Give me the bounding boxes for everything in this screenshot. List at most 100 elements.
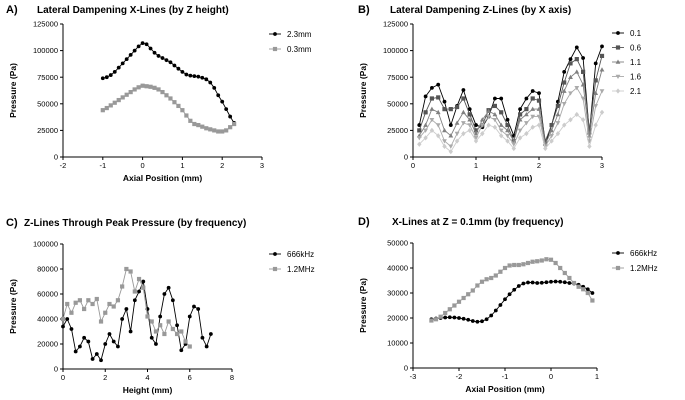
data-point — [549, 133, 554, 139]
data-point — [455, 104, 460, 110]
x-tick-label: 2 — [537, 161, 541, 170]
data-point — [581, 287, 586, 292]
data-point — [544, 257, 549, 262]
data-point — [567, 281, 572, 285]
data-point — [524, 121, 529, 126]
data-point — [136, 276, 142, 282]
data-point — [571, 280, 577, 286]
legend-marker — [272, 46, 278, 52]
data-point — [417, 123, 422, 127]
data-point — [512, 262, 517, 268]
data-point — [423, 122, 428, 127]
legend-entry: 2.3mm — [269, 30, 312, 39]
x-tick-label: 0 — [61, 373, 65, 382]
data-point — [442, 139, 447, 144]
data-point — [94, 296, 99, 302]
data-point — [100, 76, 105, 81]
data-point — [82, 306, 87, 312]
data-point — [166, 285, 171, 290]
data-point — [590, 298, 595, 303]
x-tick-label: 0 — [411, 161, 415, 170]
data-point — [593, 104, 599, 109]
data-point — [536, 114, 542, 120]
data-point — [220, 99, 225, 104]
data-point — [124, 57, 129, 62]
y-tick-label: 50000 — [387, 239, 408, 248]
legend-entry: 1.2MHz — [269, 265, 315, 274]
y-tick-label: 50000 — [387, 99, 408, 108]
data-point — [137, 289, 141, 294]
series-line — [431, 258, 593, 321]
data-point — [120, 95, 125, 100]
data-point — [473, 131, 479, 136]
data-point — [502, 265, 508, 271]
data-point — [479, 279, 485, 284]
x-tick-label: 0 — [549, 372, 553, 381]
y-tick-label: 0 — [404, 364, 408, 373]
data-point — [548, 257, 554, 262]
data-point — [429, 318, 434, 323]
y-axis-label: Pressure (Pa) — [8, 279, 18, 334]
y-tick-label: 40000 — [37, 315, 58, 324]
data-point — [124, 307, 129, 311]
x-tick-label: -2 — [60, 161, 67, 170]
data-point — [417, 128, 422, 133]
data-point — [505, 133, 510, 139]
data-point — [436, 95, 441, 100]
data-point — [562, 270, 567, 276]
data-point — [116, 344, 120, 349]
data-point — [492, 111, 498, 117]
data-point — [100, 108, 105, 113]
data-point — [580, 117, 586, 123]
series-666kHz — [429, 279, 595, 324]
data-point — [116, 65, 121, 70]
data-point — [423, 128, 428, 133]
data-point — [567, 275, 572, 281]
series-2.1 — [417, 109, 605, 155]
y-tick-label: 60000 — [37, 290, 58, 299]
series-666kHz — [61, 279, 213, 363]
data-point — [479, 123, 485, 128]
data-point — [461, 88, 466, 92]
legend-label: 1.2MHz — [630, 264, 658, 273]
data-point — [112, 100, 117, 105]
data-point — [140, 83, 145, 88]
data-point — [116, 97, 121, 103]
data-point — [120, 61, 125, 66]
data-point — [493, 308, 498, 313]
data-point — [553, 279, 558, 284]
data-point — [417, 141, 422, 147]
data-point — [544, 280, 549, 285]
data-point — [448, 144, 454, 149]
data-point — [576, 284, 581, 289]
data-point — [86, 298, 91, 303]
data-point — [149, 335, 154, 340]
y-tick-label: 80000 — [37, 265, 58, 274]
data-point — [176, 66, 181, 71]
data-point — [479, 117, 485, 122]
legend-marker — [615, 265, 621, 271]
data-point — [507, 292, 512, 297]
y-tick-label: 125000 — [383, 20, 408, 29]
legend-entry: 0.6 — [612, 44, 642, 53]
y-tick-label: 0 — [404, 153, 408, 162]
legend-label: 1.1 — [630, 58, 642, 67]
data-point — [90, 301, 95, 307]
data-point — [435, 123, 441, 128]
data-point — [166, 319, 171, 324]
data-point — [124, 92, 129, 97]
x-axis-label: Axial Position (mm) — [123, 173, 203, 183]
chart-panel-1: A) Lateral Dampening X-Lines (by Z height… — [6, 4, 312, 183]
data-point — [73, 300, 78, 305]
data-point — [512, 287, 517, 292]
data-point — [196, 307, 201, 311]
data-point — [196, 74, 201, 79]
data-point — [461, 316, 466, 321]
data-point — [208, 332, 213, 336]
data-point — [158, 323, 163, 328]
x-tick-label: 6 — [188, 373, 192, 382]
data-point — [524, 130, 529, 137]
data-point — [599, 67, 605, 72]
data-point — [69, 310, 74, 315]
data-point — [180, 69, 185, 74]
